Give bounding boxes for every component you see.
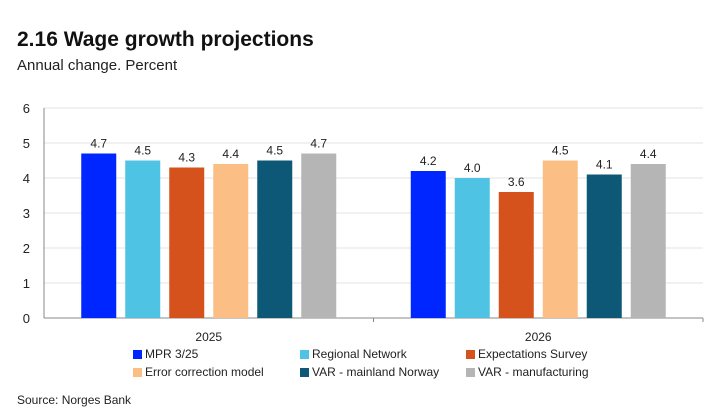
chart-subtitle: Annual change. Percent xyxy=(17,57,178,74)
bar xyxy=(81,153,117,318)
bar xyxy=(542,160,578,318)
source-note: Source: Norges Bank xyxy=(17,393,132,407)
data-label: 4.0 xyxy=(464,161,481,175)
bar xyxy=(301,153,337,318)
legend-label: VAR - mainland Norway xyxy=(312,365,440,379)
x-tick-label: 2026 xyxy=(525,330,552,344)
x-tick-label: 2025 xyxy=(195,330,222,344)
legend-item: Error correction model xyxy=(133,365,300,379)
legend-swatch xyxy=(133,367,142,377)
y-tick-label: 2 xyxy=(23,241,30,256)
y-tick-label: 3 xyxy=(23,206,30,221)
legend-item: Expectations Survey xyxy=(466,347,616,361)
data-label: 4.3 xyxy=(178,151,195,165)
bar xyxy=(257,160,293,318)
legend-swatch xyxy=(466,349,475,359)
data-label: 4.5 xyxy=(134,144,151,158)
legend-item: Regional Network xyxy=(300,347,466,361)
data-label: 4.2 xyxy=(420,154,437,168)
legend-label: Regional Network xyxy=(312,347,407,361)
legend-swatch xyxy=(466,367,475,377)
legend-swatch xyxy=(300,349,309,359)
bar xyxy=(213,164,249,318)
bar xyxy=(630,164,666,318)
data-label: 4.4 xyxy=(222,147,239,161)
legend-label: VAR - manufacturing xyxy=(478,365,589,379)
legend-label: MPR 3/25 xyxy=(145,347,199,361)
bar xyxy=(586,174,622,318)
legend-swatch xyxy=(133,349,142,359)
legend: MPR 3/25 Regional Network Expectations Sur… xyxy=(133,347,613,379)
legend-item: VAR - mainland Norway xyxy=(300,365,466,379)
legend-label: Error correction model xyxy=(145,365,264,379)
data-label: 4.5 xyxy=(266,144,283,158)
data-label: 4.7 xyxy=(310,137,327,151)
bar xyxy=(498,192,534,318)
y-tick-label: 4 xyxy=(23,171,30,186)
legend-item: MPR 3/25 xyxy=(133,347,300,361)
legend-swatch xyxy=(300,367,309,377)
chart-title: 2.16 Wage growth projections xyxy=(17,28,314,51)
legend-item: VAR - manufacturing xyxy=(466,365,616,379)
legend-label: Expectations Survey xyxy=(478,347,588,361)
bar xyxy=(169,167,205,318)
y-tick-label: 6 xyxy=(23,101,30,116)
bar xyxy=(454,178,490,318)
data-label: 3.6 xyxy=(508,175,525,189)
bar xyxy=(125,160,161,318)
y-tick-label: 0 xyxy=(23,311,30,326)
y-tick-label: 1 xyxy=(23,276,30,291)
y-tick-label: 5 xyxy=(23,136,30,151)
data-label: 4.7 xyxy=(90,137,107,151)
data-label: 4.4 xyxy=(640,147,657,161)
data-label: 4.5 xyxy=(552,144,569,158)
bar xyxy=(410,171,446,318)
data-label: 4.1 xyxy=(596,158,613,172)
